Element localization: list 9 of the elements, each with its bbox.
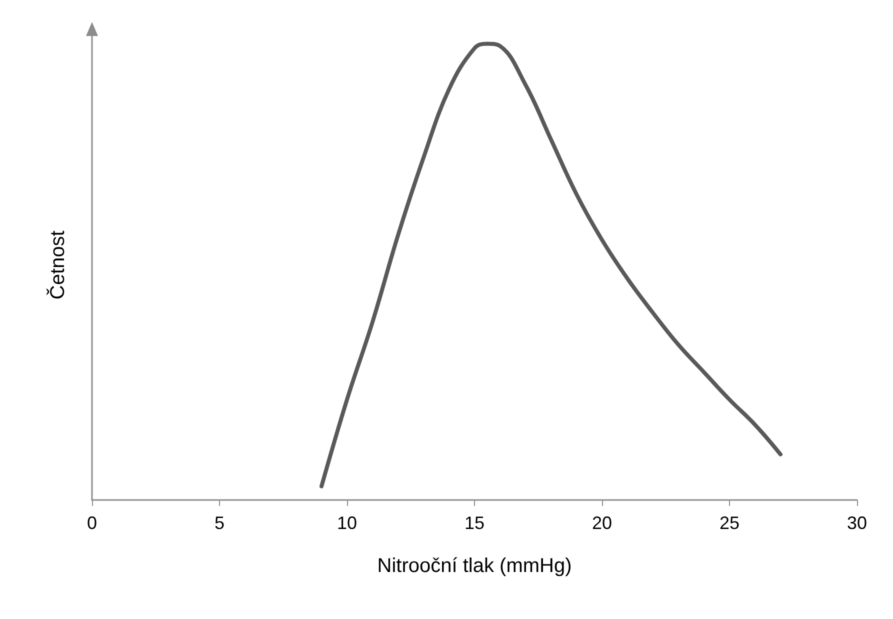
x-tick-label: 5 [214,513,225,533]
x-axis-title: Nitrooční tlak (mmHg) [377,555,572,577]
x-tick-label: 20 [592,513,612,533]
y-axis-title: Četnost [46,230,69,300]
x-tick-label: 25 [719,513,740,533]
x-tick-label: 30 [846,513,868,533]
x-tick-label: 15 [464,513,485,533]
x-tick-label: 0 [86,513,98,533]
x-tick-label: 10 [336,513,358,533]
